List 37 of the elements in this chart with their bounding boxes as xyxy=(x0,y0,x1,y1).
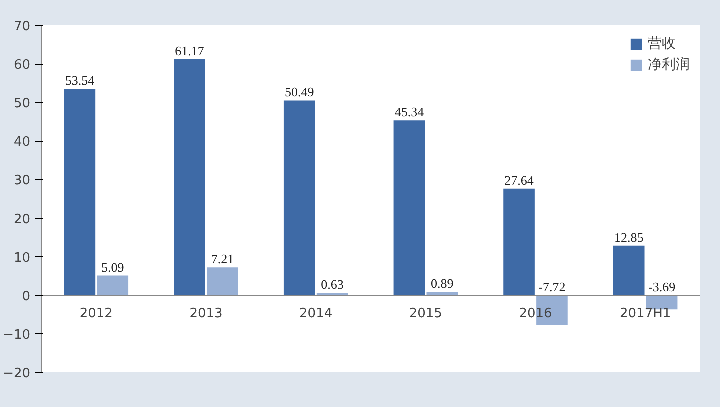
x-tick-label: 2013 xyxy=(190,306,223,322)
bar xyxy=(613,246,645,296)
bar xyxy=(64,88,96,296)
y-tick-label: −20 xyxy=(3,366,31,382)
y-tick-label: −10 xyxy=(3,328,31,343)
data-label: 12.85 xyxy=(614,230,644,245)
x-tick-label: 2012 xyxy=(80,306,113,322)
bar xyxy=(207,268,238,296)
bar xyxy=(284,100,316,296)
data-label: -3.69 xyxy=(648,279,676,294)
data-label: 53.54 xyxy=(65,72,96,88)
y-tick-label: 20 xyxy=(14,212,31,228)
data-label: 45.34 xyxy=(394,104,425,120)
y-tick-label: 60 xyxy=(14,58,31,74)
y-tick-label: 0 xyxy=(22,289,31,304)
x-tick-label: 2015 xyxy=(409,306,442,322)
data-label: 0.63 xyxy=(321,276,344,292)
data-label: 5.09 xyxy=(102,260,124,275)
x-tick-label: 2017H1 xyxy=(620,306,672,322)
y-tick-label: 50 xyxy=(14,96,31,112)
data-label: -7.72 xyxy=(538,279,566,294)
bar xyxy=(97,276,129,296)
data-label: 61.17 xyxy=(175,44,205,59)
data-label: 27.64 xyxy=(504,172,534,188)
y-tick-label: 30 xyxy=(14,174,31,189)
bar xyxy=(504,188,535,296)
data-label: 50.49 xyxy=(284,84,314,100)
legend-label: 净利润 xyxy=(648,56,690,74)
y-tick-label: 40 xyxy=(14,135,31,150)
legend-label: 营收 xyxy=(648,35,676,53)
y-tick-label: 70 xyxy=(14,20,31,34)
x-tick-label: 2014 xyxy=(300,306,333,322)
data-label: 0.89 xyxy=(431,276,454,291)
data-label: 7.21 xyxy=(211,252,234,267)
bar xyxy=(394,120,426,296)
y-tick-label: 10 xyxy=(14,250,31,266)
bar xyxy=(174,60,206,296)
